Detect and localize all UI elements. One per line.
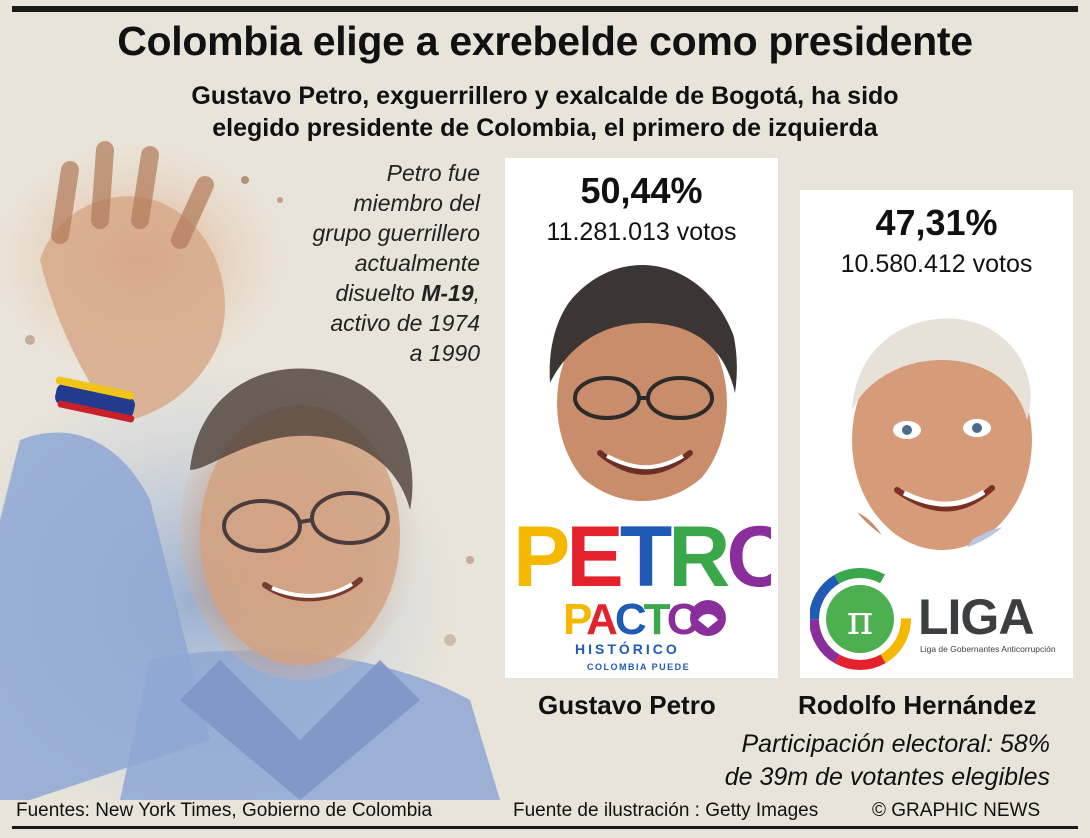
svg-text:PACTO: PACTO [563,595,700,644]
turnout-note: Participación electoral: 58% de 39m de v… [630,728,1050,794]
sources-credit: Fuentes: New York Times, Gobierno de Col… [16,800,433,821]
illustration-credit: Fuente de ilustración : Getty Images [513,800,819,821]
subtitle: Gustavo Petro, exguerrillero y exalcalde… [60,80,1030,144]
petro-percent: 50,44% [580,170,703,211]
svg-text:COLOMBIA PUEDE: COLOMBIA PUEDE [587,662,690,672]
svg-text:Liga de Gobernantes Anticorrup: Liga de Gobernantes Anticorrupción [920,644,1056,654]
petro-name: Gustavo Petro [538,690,716,720]
note-line: a 1990 [409,340,480,366]
page-title: Colombia elige a exrebelde como presiden… [117,18,973,64]
m19-label: M-19 [421,280,474,306]
petro-result-card: 50,44% 11.281.013 votos PETRO [505,158,778,678]
hernandez-name: Rodolfo Hernández [798,690,1037,720]
note-line: disuelto M-19, [270,278,480,308]
subtitle-line-1: Gustavo Petro, exguerrillero y exalcalde… [191,82,899,110]
watercolor-illustration [0,140,500,800]
liga-logo: π LIGA Liga de Gobernantes Anticorrupció… [810,568,1056,670]
note-line: Petro fue [386,160,480,186]
svg-text:PETRO: PETRO [513,509,771,605]
hernandez-result-card: 47,31% 10.580.412 votos [800,190,1073,678]
m19-note: Petro fue miembro del grupo guerrillero … [270,158,480,368]
svg-text:LIGA: LIGA [918,589,1033,645]
note-line: grupo guerrillero [312,220,480,246]
pacto-historico-logo: PETRO PACTO HISTÓRICO COLOMBIA PUEDE [513,509,771,672]
petro-votes: 11.281.013 votos [546,218,737,246]
graphic-news-credit: © GRAPHIC NEWS [872,800,1041,821]
note-text: disuelto [335,280,422,306]
svg-text:HISTÓRICO: HISTÓRICO [575,640,680,657]
hernandez-portrait [829,308,1045,552]
turnout-line: Participación electoral: 58% [741,730,1051,758]
petro-portrait [542,265,742,501]
note-line: miembro del [353,190,480,216]
bottom-rule [12,826,1078,829]
turnout-line: de 39m de votantes elegibles [724,763,1050,791]
top-rule [12,6,1078,12]
note-line: actualmente [354,250,480,276]
hernandez-votes: 10.580.412 votos [840,250,1033,278]
svg-text:π: π [847,598,873,644]
note-line: activo de 1974 [330,310,480,336]
note-text: , [473,280,480,306]
subtitle-line-2: elegido presidente de Colombia, el prime… [212,114,878,142]
hernandez-percent: 47,31% [875,202,998,243]
